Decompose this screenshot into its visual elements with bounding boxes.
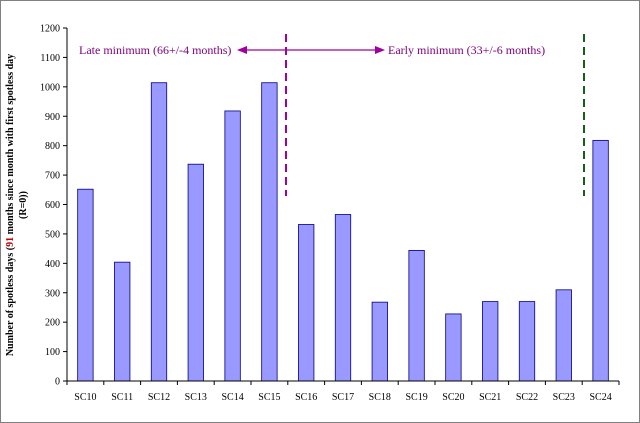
y-tick-label: 900 (45, 112, 60, 123)
bar-sc18 (371, 301, 388, 382)
y-tick-label: 800 (45, 141, 60, 152)
x-tick-label-sc17: SC17 (332, 392, 354, 403)
y-tick-label: 600 (45, 200, 60, 211)
x-tick-label-sc18: SC18 (369, 392, 391, 403)
bar-sc21 (482, 301, 499, 382)
x-tick-label-sc20: SC20 (442, 392, 464, 403)
y-tick-label: 500 (45, 229, 60, 240)
y-tick-label: 400 (45, 259, 60, 270)
bar-sc16 (298, 224, 315, 382)
bar-sc24 (592, 139, 609, 382)
y-tick-label: 200 (45, 318, 60, 329)
x-tick-label-sc14: SC14 (221, 392, 243, 403)
y-axis-ticks: 0 100 200 300 400 500 600 700 800 900 1000 1100 1200 (40, 24, 67, 388)
y-axis-label: Number of spotless days (91 months since… (5, 54, 16, 356)
bar-sc22 (518, 301, 536, 382)
x-axis-ticks: SC10 SC11 SC12 SC13 SC14 SC15 SC16 SC17 SC18 SC19… (66, 381, 620, 403)
x-tick-label-sc12: SC12 (148, 392, 170, 403)
x-tick-label-sc10: SC10 (74, 392, 96, 403)
y-tick-label: 1100 (40, 53, 60, 64)
bar-sc19 (408, 249, 425, 382)
x-tick-label-sc13: SC13 (185, 392, 207, 403)
late-minimum-annotation: Late minimum (66+/-4 months) (79, 43, 231, 57)
bar-sc17 (334, 214, 352, 382)
bars (77, 82, 609, 382)
x-tick-label-sc15: SC15 (258, 392, 280, 403)
bar-sc15 (261, 82, 278, 382)
x-tick-label-sc23: SC23 (553, 392, 575, 403)
x-tick-label-sc22: SC22 (516, 392, 538, 403)
y-axis-label-line2: (R=0)) (18, 191, 29, 219)
y-tick-label: 700 (45, 171, 60, 182)
y-tick-label: 100 (45, 347, 60, 358)
y-tick-label: 0 (55, 377, 60, 388)
bar-sc12 (150, 82, 168, 382)
bar-sc10 (77, 188, 94, 382)
bar-sc20 (445, 313, 462, 382)
period-arrow (237, 46, 385, 54)
y-tick-label: 1200 (40, 24, 60, 35)
bar-sc23 (555, 289, 572, 382)
bar-sc13 (187, 163, 204, 382)
x-tick-label-sc11: SC11 (111, 392, 133, 403)
y-tick-label: 300 (45, 288, 60, 299)
x-tick-label-sc19: SC19 (405, 392, 427, 403)
x-tick-label-sc21: SC21 (479, 392, 501, 403)
x-tick-label-sc16: SC16 (295, 392, 317, 403)
bar-sc11 (114, 261, 131, 382)
x-tick-label-sc24: SC24 (589, 392, 611, 403)
bar-sc14 (224, 110, 241, 382)
early-minimum-annotation: Early minimum (33+/-6 months) (388, 43, 545, 57)
y-tick-label: 1000 (40, 82, 60, 93)
